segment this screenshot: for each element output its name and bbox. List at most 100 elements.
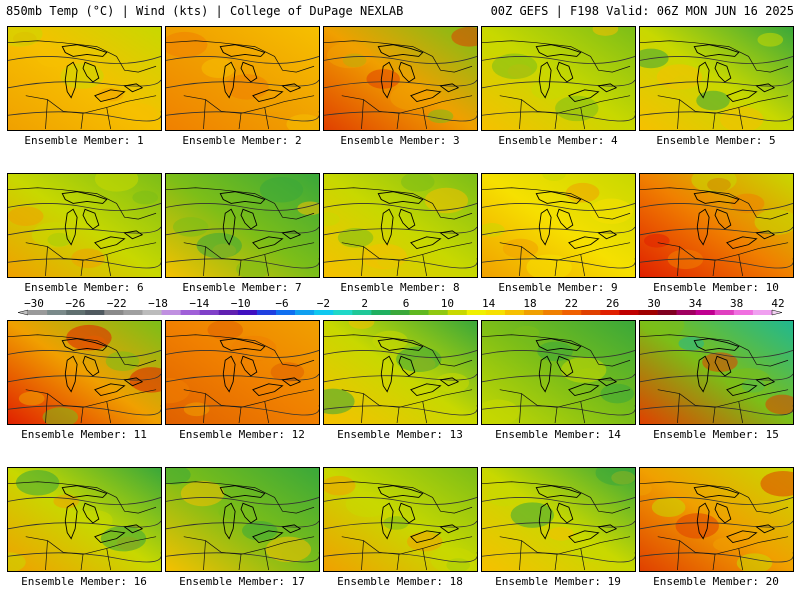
colorbar-cell xyxy=(695,310,716,315)
ensemble-member-map xyxy=(481,173,636,278)
temperature-patch xyxy=(166,31,208,58)
member-label: Ensemble Member: 19 xyxy=(495,575,621,588)
colorbar-cell xyxy=(504,310,525,315)
temperature-patch xyxy=(640,321,685,338)
height-contour xyxy=(166,405,319,416)
height-contour xyxy=(166,373,319,383)
great-lakes-outline xyxy=(219,485,302,544)
political-borders xyxy=(166,187,315,277)
height-contour xyxy=(640,497,793,505)
great-lakes-outline xyxy=(61,44,144,103)
temperature-patch xyxy=(396,346,442,373)
colorbar-cell xyxy=(180,310,200,315)
member-label: Ensemble Member: 4 xyxy=(498,134,618,147)
colorbar-cell xyxy=(409,310,429,315)
temperature-patch xyxy=(400,174,435,192)
political-borders xyxy=(640,40,789,130)
member-label: Ensemble Member: 15 xyxy=(653,428,779,441)
member-label: Ensemble Member: 11 xyxy=(21,428,147,441)
height-contour xyxy=(482,258,635,269)
temperature-patch xyxy=(324,475,356,496)
height-contour xyxy=(166,520,319,530)
height-contour xyxy=(640,203,793,211)
temperature-patch xyxy=(183,402,210,417)
temperature-patch xyxy=(15,469,60,496)
temperature-patch xyxy=(196,232,243,259)
ensemble-member-map xyxy=(165,467,320,572)
colorbar-cell xyxy=(752,310,773,315)
temperature-patch xyxy=(424,187,469,214)
ensemble-member-map xyxy=(323,26,478,131)
colorbar-tick-label: 30 xyxy=(647,297,661,310)
great-lakes-outline xyxy=(377,485,460,544)
temperature-patch xyxy=(510,502,555,528)
colorbar-cell xyxy=(390,310,410,315)
height-contour xyxy=(640,56,793,64)
ensemble-member-map xyxy=(639,26,794,131)
temperature-patch xyxy=(8,206,44,226)
colorbar-tick-label: −14 xyxy=(189,297,210,310)
height-contour xyxy=(324,497,477,505)
ensemble-member-map xyxy=(165,26,320,131)
colorbar-tick-label: 2 xyxy=(361,297,368,310)
temperature-patch xyxy=(651,497,686,518)
height-contour xyxy=(324,226,477,236)
ensemble-member-map xyxy=(481,320,636,425)
colorbar-cell xyxy=(466,310,487,315)
colorbar-cell xyxy=(562,310,582,315)
member-label: Ensemble Member: 18 xyxy=(337,575,463,588)
header: 850mb Temp (°C) | Wind (kts) | College o… xyxy=(0,4,800,22)
colorbar-tick-label: −10 xyxy=(230,297,251,310)
height-contour xyxy=(8,258,161,269)
ensemble-member-map xyxy=(639,467,794,572)
height-contour xyxy=(8,111,161,122)
political-borders xyxy=(166,40,315,130)
ensemble-member-map xyxy=(165,173,320,278)
height-contour xyxy=(166,203,319,211)
great-lakes-outline xyxy=(61,485,144,544)
colorbar-cell xyxy=(104,310,124,315)
temperature-patch xyxy=(218,505,244,520)
height-contour xyxy=(482,350,635,358)
member-label: Ensemble Member: 1 xyxy=(24,134,144,147)
ensemble-member-map xyxy=(165,320,320,425)
temperature-patch xyxy=(760,470,793,497)
height-contour xyxy=(482,373,635,383)
temperature-patch xyxy=(207,321,243,340)
great-lakes-outline xyxy=(219,191,302,250)
height-contour xyxy=(482,520,635,530)
height-contour xyxy=(8,373,161,383)
colorbar-tick-label: 22 xyxy=(564,297,578,310)
ensemble-member-map xyxy=(7,26,162,131)
temperature-patch xyxy=(265,536,312,563)
temperature-patch xyxy=(754,209,793,235)
political-borders xyxy=(482,481,631,571)
great-lakes-outline xyxy=(377,44,460,103)
colorbar-cell xyxy=(142,310,162,315)
temperature-patch xyxy=(702,352,738,373)
ensemble-member-map xyxy=(7,320,162,425)
temperature-patch xyxy=(427,109,454,124)
temperature-patch xyxy=(656,64,703,90)
height-contour xyxy=(8,520,161,530)
temperature-patch xyxy=(406,531,443,552)
ensemble-member-map xyxy=(639,173,794,278)
temperature-patch xyxy=(166,377,190,404)
colorbar-tick-label: 6 xyxy=(402,297,410,310)
ensemble-member-map xyxy=(323,320,478,425)
temperature-patch xyxy=(548,526,574,541)
temperature-patch xyxy=(42,407,79,424)
colorbar-cell xyxy=(85,310,105,315)
height-contour xyxy=(324,79,477,89)
temperature-patch xyxy=(430,547,477,571)
height-contour xyxy=(640,552,793,563)
political-borders xyxy=(324,334,473,424)
temperature-patch xyxy=(8,27,43,47)
colorbar-cell xyxy=(714,310,735,315)
height-contour xyxy=(8,203,161,211)
colorbar-max-arrow xyxy=(771,309,783,316)
ensemble-member-map xyxy=(481,467,636,572)
colorbar-cell xyxy=(314,310,334,315)
colorbar-tick-label: −30 xyxy=(24,297,44,310)
colorbar-tick-label: 38 xyxy=(730,297,744,310)
